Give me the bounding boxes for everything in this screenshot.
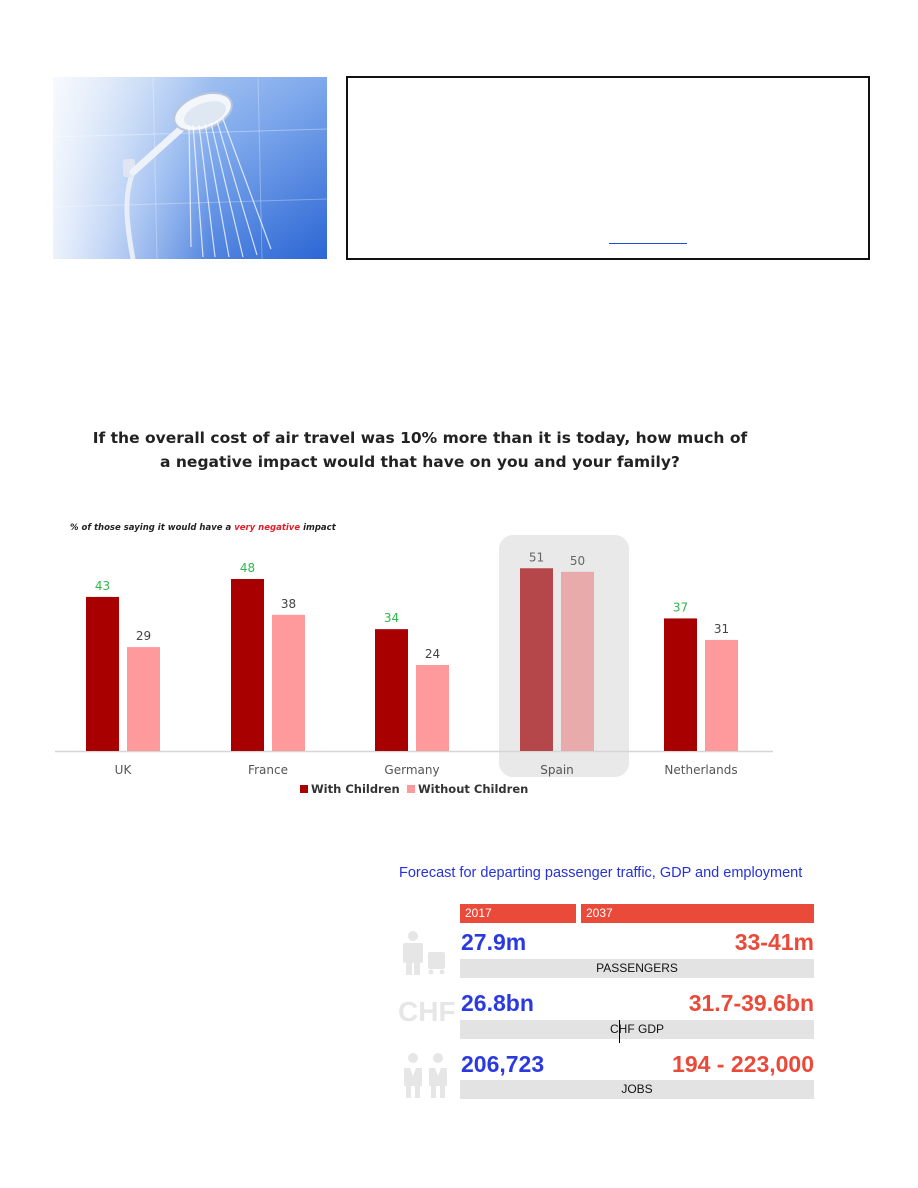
bar-france-without-children: [272, 614, 305, 751]
x-tick-label: Spain: [540, 763, 574, 777]
chf-icon: CHF: [398, 996, 456, 1027]
passengers-2037-value: 33-41m: [734, 929, 814, 955]
bar-germany-without-children: [416, 665, 449, 751]
legend-label: With Children: [311, 782, 400, 796]
shower-photo: [53, 77, 327, 259]
shower-head-image: [53, 77, 327, 259]
text-box-frame: [346, 76, 870, 260]
data-label: 29: [136, 629, 151, 643]
chart-title: If the overall cost of air travel was 10…: [92, 429, 748, 471]
bar-france-with-children: [231, 579, 264, 751]
gdp-2017-value: 26.8bn: [461, 990, 534, 1016]
legend-swatch: [300, 785, 308, 793]
gdp-2037-value: 31.7-39.6bn: [688, 990, 814, 1016]
x-tick-label: Netherlands: [664, 763, 737, 777]
text-cursor: [619, 1020, 620, 1043]
data-label: 48: [240, 561, 255, 575]
data-label: 24: [425, 647, 440, 661]
data-label: 50: [570, 554, 585, 568]
bar-netherlands-with-children: [664, 618, 697, 751]
bar-chart: 43 29 UK 48 38 France 34 24 Germany 51 50 Spain 37 31…: [55, 535, 773, 796]
year-label-2017: 2017: [460, 904, 576, 923]
x-tick-label: UK: [115, 763, 133, 777]
chart-subtitle: % of those saying it would have a very n…: [70, 523, 336, 533]
jobs-2037-value: 194 - 223,000: [672, 1051, 814, 1077]
legend-label: Without Children: [418, 782, 528, 796]
hyperlink[interactable]: [609, 240, 687, 244]
jobs-label: JOBS: [460, 1080, 814, 1099]
data-label: 43: [95, 579, 110, 593]
bar-uk-with-children: [86, 596, 119, 751]
subtitle-highlight: very negative: [234, 523, 301, 533]
workers-icon: [402, 1052, 450, 1104]
x-tick-label: Germany: [384, 763, 439, 777]
bar-germany-with-children: [375, 629, 408, 751]
bar-uk-without-children: [127, 647, 160, 751]
passenger-luggage-icon: [402, 930, 448, 982]
data-label: 38: [281, 597, 296, 611]
legend-swatch: [407, 785, 415, 793]
data-label: 31: [714, 622, 729, 636]
jobs-2017-value: 206,723: [461, 1051, 545, 1077]
data-label: 37: [673, 600, 688, 614]
bar-netherlands-without-children: [705, 639, 738, 751]
data-label: 34: [384, 611, 399, 625]
passengers-label: PASSENGERS: [460, 959, 814, 978]
data-label: 51: [529, 550, 544, 564]
passengers-2017-value: 27.9m: [461, 929, 527, 955]
forecast-title: Forecast for departing passenger traffic…: [399, 865, 803, 881]
gdp-label: CHF GDP: [460, 1020, 814, 1039]
x-tick-label: France: [248, 763, 288, 777]
year-label-2037: 2037: [581, 904, 814, 923]
bar-spain-without-children: [561, 571, 594, 751]
bar-spain-with-children: [520, 568, 553, 751]
